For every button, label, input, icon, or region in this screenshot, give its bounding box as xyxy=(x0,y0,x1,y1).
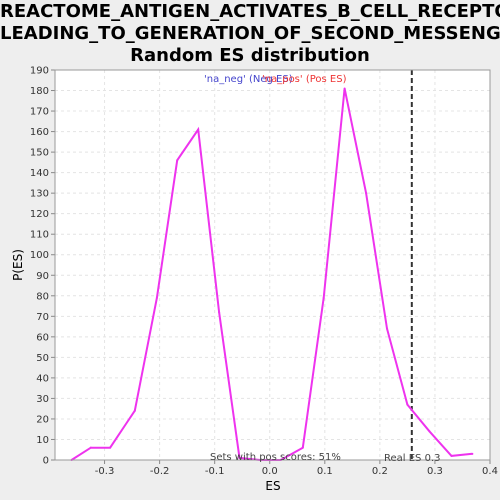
chart-title-line-3: Random ES distribution xyxy=(130,45,370,66)
data-points xyxy=(70,87,474,461)
y-tick-label: 70 xyxy=(36,312,49,323)
y-tick-label: 180 xyxy=(30,86,49,97)
x-tick-label: -0.1 xyxy=(205,466,225,477)
legend-neg-es: 'na_neg' (Neg ES) xyxy=(204,74,293,85)
data-point xyxy=(89,446,92,449)
y-tick-label: 60 xyxy=(36,332,49,343)
y-tick-label: 170 xyxy=(30,107,49,118)
data-point xyxy=(428,430,431,433)
y-tick-label: 90 xyxy=(36,271,49,282)
x-tick-label: 0.2 xyxy=(372,466,388,477)
x-tick-label: 0.4 xyxy=(482,466,498,477)
data-point xyxy=(386,327,389,330)
data-point xyxy=(133,409,136,412)
data-point xyxy=(218,311,221,314)
data-point xyxy=(365,192,368,195)
data-point xyxy=(450,454,453,457)
x-tick-label: 0.3 xyxy=(427,466,443,477)
y-tick-label: 30 xyxy=(36,394,49,405)
y-tick-label: 80 xyxy=(36,291,49,302)
data-point xyxy=(109,446,112,449)
x-tick-label: -0.3 xyxy=(95,466,115,477)
data-point xyxy=(238,456,241,459)
data-point xyxy=(471,452,474,455)
y-axis-ticks: 0 10 20 30 40 50 60 70 80 90 100 110 120 130 140 150 160… xyxy=(30,66,55,467)
y-tick-label: 100 xyxy=(30,250,49,261)
x-axis-label: ES xyxy=(265,479,280,493)
y-tick-label: 40 xyxy=(36,373,49,384)
y-tick-label: 130 xyxy=(30,189,49,200)
data-point xyxy=(301,446,304,449)
y-tick-label: 50 xyxy=(36,353,49,364)
real-es-annotation: Real ES 0.3 xyxy=(384,453,440,464)
data-point xyxy=(197,128,200,131)
y-tick-label: 140 xyxy=(30,168,49,179)
y-tick-label: 10 xyxy=(36,435,49,446)
x-tick-label: -0.2 xyxy=(150,466,170,477)
x-axis-ticks: -0.3 -0.2 -0.1 0.0 0.1 0.2 0.3 0.4 xyxy=(95,460,498,477)
y-tick-label: 120 xyxy=(30,209,49,220)
data-point xyxy=(155,296,158,299)
y-tick-label: 20 xyxy=(36,414,49,425)
plot-border xyxy=(54,69,491,461)
y-tick-label: 190 xyxy=(30,66,49,77)
data-point xyxy=(176,159,179,162)
x-tick-label: 0.1 xyxy=(317,466,333,477)
plot-area xyxy=(55,70,490,460)
chart-title-line-1: REACTOME_ANTIGEN_ACTIVATES_B_CELL_RECEPT… xyxy=(0,1,500,22)
data-point xyxy=(406,403,409,406)
y-tick-label: 110 xyxy=(30,230,49,241)
legend-pos-es: 'na_pos' (Pos ES) xyxy=(262,74,347,85)
y-axis-label: P(ES) xyxy=(11,249,25,281)
pos-scores-annotation: Sets with pos scores: 51% xyxy=(210,452,341,463)
data-point xyxy=(343,87,346,90)
x-tick-label: 0.0 xyxy=(262,466,278,477)
data-point xyxy=(322,296,325,299)
y-tick-label: 0 xyxy=(43,456,49,467)
chart-title-line-2: LEADING_TO_GENERATION_OF_SECOND_MESSENGE… xyxy=(0,23,500,44)
y-tick-label: 160 xyxy=(30,127,49,138)
y-tick-label: 150 xyxy=(30,148,49,159)
